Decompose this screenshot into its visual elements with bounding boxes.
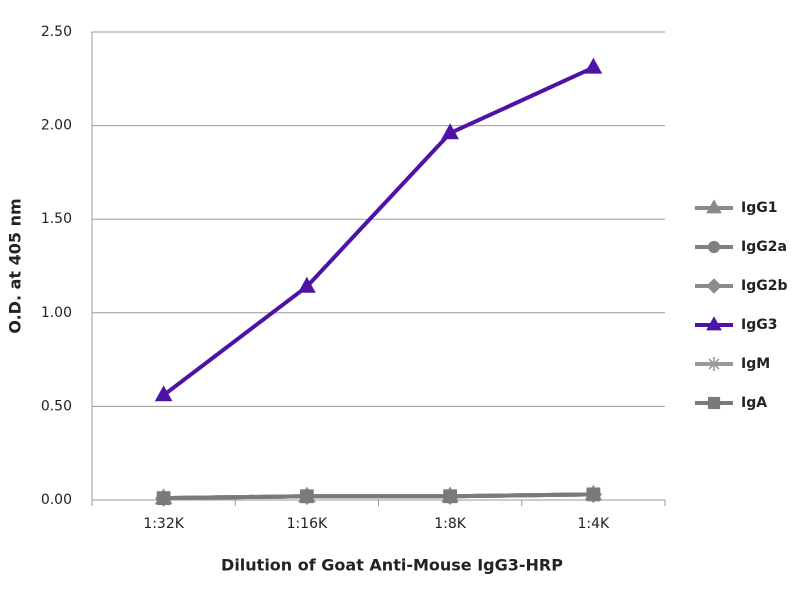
x-tick-label: 1:16K [287,516,328,532]
legend-label: IgG3 [741,317,777,333]
legend-label: IgM [741,356,770,372]
legend-label: IgG1 [741,200,777,216]
y-tick-label: 2.50 [41,24,72,40]
marker [441,123,459,140]
marker [706,199,722,214]
marker [154,385,173,402]
marker [443,489,458,504]
marker [156,491,171,506]
legend-label: IgG2b [741,278,787,294]
y-axis-title: O.D. at 405 nm [6,198,25,333]
marker [706,316,722,331]
marker [298,276,316,293]
marker [707,357,721,371]
marker [707,396,721,410]
marker [586,487,601,502]
legend-label: IgG2a [741,239,787,255]
legend-label: IgA [741,395,767,411]
marker [584,57,603,74]
y-tick-label: 1.00 [41,305,72,321]
y-tick-label: 0.00 [41,492,72,508]
series-line [162,65,595,397]
x-tick-label: 1:4K [578,516,611,532]
y-tick-label: 2.00 [41,118,72,134]
x-axis-title: Dilution of Goat Anti-Mouse IgG3-HRP [221,556,563,575]
y-tick-label: 1.50 [41,211,72,227]
series-line [163,492,594,501]
marker [707,240,721,254]
y-tick-label: 0.50 [41,398,72,414]
x-tick-label: 1:8K [434,516,467,532]
x-tick-label: 1:32K [143,516,184,532]
marker [299,489,314,504]
marker [706,278,722,294]
